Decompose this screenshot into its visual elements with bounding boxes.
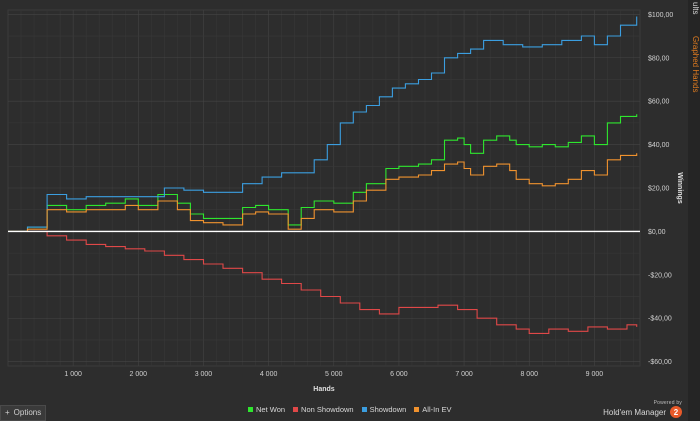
legend-swatch <box>248 407 253 412</box>
series-line-non-showdown <box>8 230 638 334</box>
x-axis-title: Hands <box>313 386 335 393</box>
powered-by-text: Powered by <box>653 400 682 406</box>
legend-swatch <box>414 407 420 412</box>
legend-item-all-in-ev[interactable]: All-In EV <box>414 405 451 414</box>
brand: Hold'em Manager 2 <box>603 406 682 418</box>
y-tick-label: -$20,00 <box>648 272 672 279</box>
x-tick-label: 5 000 <box>325 371 343 378</box>
series-line-net-won <box>8 114 638 232</box>
side-tab-graphed-hands[interactable]: Graphed Hands <box>691 36 700 93</box>
y-tick-label: -$40,00 <box>648 316 672 323</box>
series-line-all-in-ev <box>8 153 638 232</box>
x-tick-label: 9 000 <box>586 371 604 378</box>
y-tick-label: $80,00 <box>648 55 670 62</box>
x-tick-label: 2 000 <box>130 371 148 378</box>
x-tick-label: 1 000 <box>64 371 82 378</box>
powered-by-block: Powered by Hold'em Manager 2 <box>603 400 682 418</box>
legend-label: Net Won <box>256 405 286 414</box>
x-tick-label: 4 000 <box>260 371 278 378</box>
legend-label: Non Showdown <box>301 405 354 414</box>
y-tick-label: $40,00 <box>648 142 670 149</box>
chart-legend: Net Won Non Showdown Showdown All-In EV <box>248 405 451 414</box>
x-tick-label: 7 000 <box>455 371 473 378</box>
x-tick-label: 6 000 <box>390 371 408 378</box>
y-tick-label: $100,00 <box>648 12 673 19</box>
legend-swatch <box>361 407 367 412</box>
y-axis-title: Winnings <box>676 172 683 204</box>
hm2-logo-icon: 2 <box>670 406 682 418</box>
plus-icon: + <box>5 408 10 417</box>
y-tick-label: $20,00 <box>648 186 670 193</box>
options-label: Options <box>13 408 42 417</box>
side-tab-strip <box>688 0 700 421</box>
legend-item-showdown[interactable]: Showdown <box>361 405 407 414</box>
legend-item-net-won[interactable]: Net Won <box>248 405 285 414</box>
series-line-showdown <box>8 16 638 232</box>
y-tick-label: $60,00 <box>648 99 670 106</box>
legend-label: Showdown <box>369 405 407 414</box>
side-tab-results[interactable]: ults <box>691 2 700 15</box>
y-tick-label: -$60,00 <box>648 359 672 366</box>
legend-label: All-In EV <box>422 405 452 414</box>
x-tick-label: 8 000 <box>520 371 538 378</box>
y-tick-label: $0,00 <box>648 229 666 236</box>
legend-item-non-showdown[interactable]: Non Showdown <box>293 405 354 414</box>
x-tick-label: 3 000 <box>195 371 213 378</box>
options-button[interactable]: + Options <box>0 405 47 421</box>
legend-swatch <box>293 407 299 412</box>
brand-name: Hold'em Manager <box>603 407 666 417</box>
